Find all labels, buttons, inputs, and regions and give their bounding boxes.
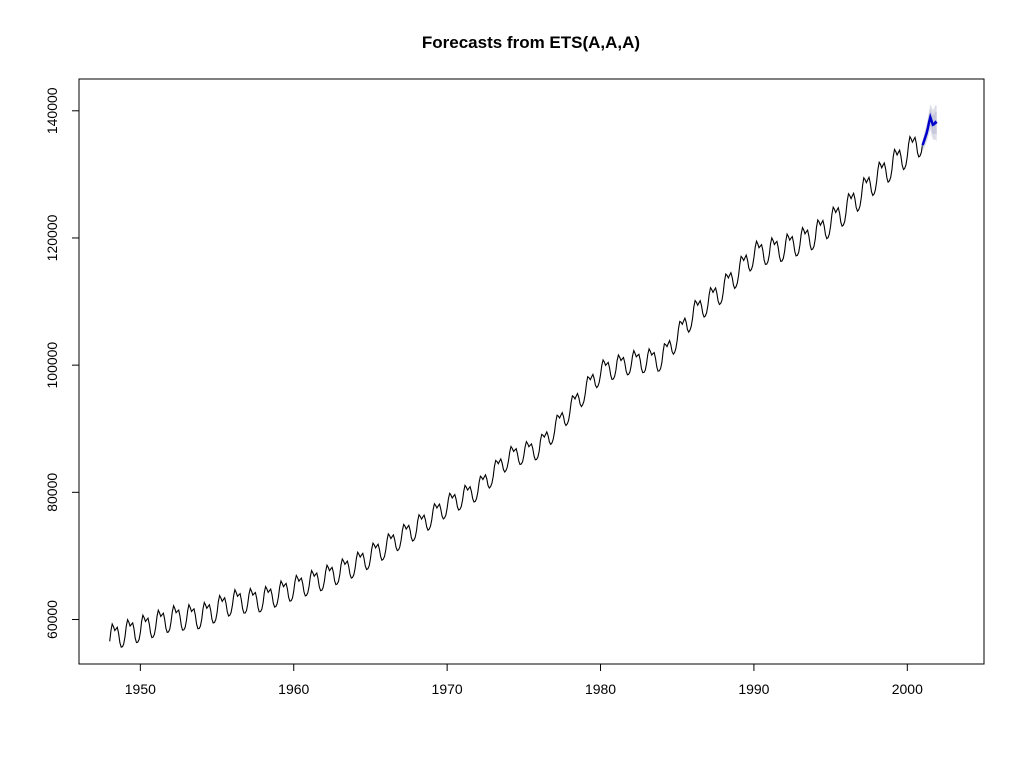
- forecast-interval-80: [922, 108, 937, 149]
- history-line: [109, 134, 924, 648]
- x-tick-label: 1950: [125, 681, 156, 697]
- y-tick-label: 100000: [44, 342, 60, 389]
- forecast-mean-line: [921, 112, 938, 146]
- y-tick-label: 140000: [44, 87, 60, 134]
- x-tick-label: 2000: [892, 681, 923, 697]
- chart-title: Forecasts from ETS(A,A,A): [422, 33, 640, 52]
- x-tick-label: 1980: [585, 681, 616, 697]
- series-layer: [109, 104, 938, 648]
- x-tick-label: 1960: [278, 681, 309, 697]
- y-tick-label: 120000: [44, 214, 60, 261]
- y-tick-label: 60000: [44, 600, 60, 639]
- plot-frame: [78, 78, 985, 665]
- x-tick-label: 1990: [738, 681, 769, 697]
- x-axis: 1950 1960 1970 1980 1990 2000: [125, 663, 923, 697]
- y-tick-label: 80000: [44, 473, 60, 512]
- x-tick-label: 1970: [432, 681, 463, 697]
- y-axis: 60000 80000 100000 120000 140000: [44, 87, 80, 639]
